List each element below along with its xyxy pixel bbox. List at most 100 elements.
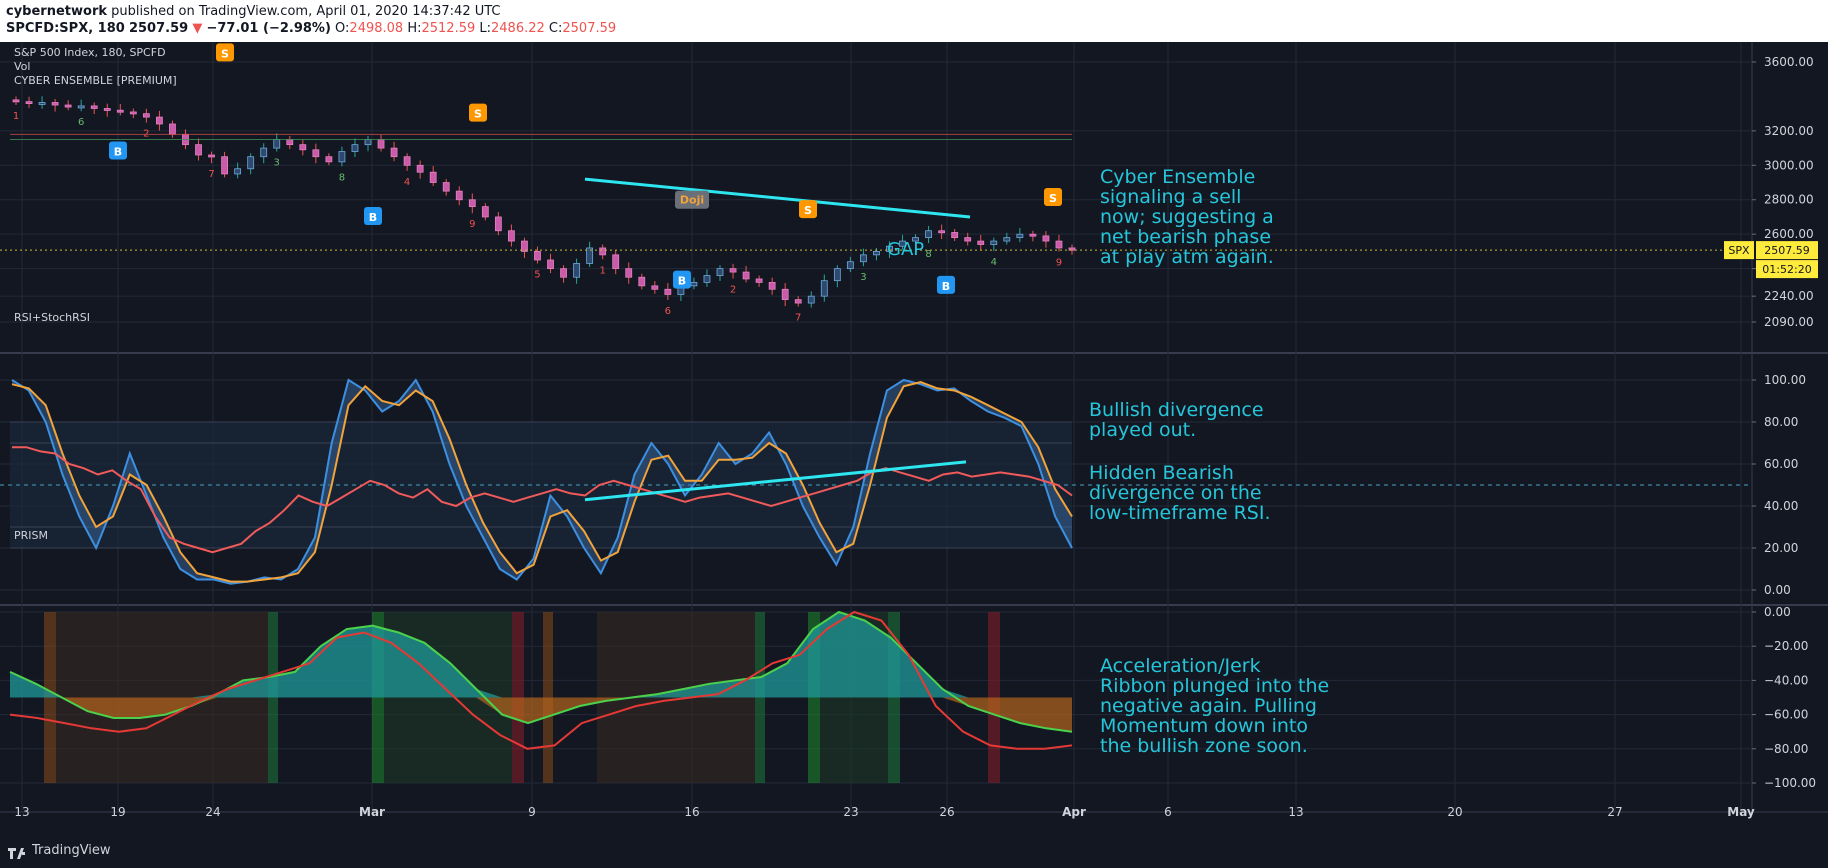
annotation-line: net bearish phase [1100,226,1271,248]
candle [1029,233,1037,237]
annotation-line: Ribbon plunged into the [1100,675,1329,697]
candle [716,268,724,276]
candle [846,261,854,270]
count-marker: 8 [925,249,931,260]
annotation-line: the bullish zone soon. [1100,735,1308,757]
candle [833,268,841,282]
annotation-line: Acceleration/Jerk [1100,655,1261,677]
candle [364,139,372,146]
candle [403,156,411,166]
candle [221,156,228,175]
rsi-divergence-line [584,460,967,502]
y-axis-label: 2600.00 [1764,227,1814,241]
candle [103,108,111,111]
count-marker: 1 [599,265,605,276]
open-value: 2498.08 [349,21,404,36]
sell-signal[interactable]: S [1044,188,1062,207]
candle [664,288,672,295]
x-axis-label: 23 [843,805,858,819]
brand-label[interactable]: TradingView [32,843,111,858]
candle [807,295,815,304]
price-pane-title: S&P 500 Index, 180, SPCFD [14,46,166,59]
candle [899,240,906,247]
buy-signal[interactable]: B [673,270,691,289]
buy-signal[interactable]: B [937,275,955,294]
annotation-line: divergence on the [1089,482,1262,504]
count-marker: 4 [404,177,410,188]
signal-badge[interactable] [469,103,487,122]
candle [573,263,580,278]
author-name[interactable]: cybernetwork [6,4,107,19]
signal-letter: S [804,204,812,217]
candle [129,111,137,115]
price-tag: SPX 2507.59 01:52:20 [1724,241,1818,279]
signal-letter: B [678,275,686,288]
y-axis-label: 3000.00 [1764,158,1814,172]
buy-signal[interactable]: B [364,206,382,225]
candle [208,154,215,158]
count-marker: 9 [469,219,475,230]
candle [768,281,776,290]
candle [286,139,294,146]
count-marker: 2 [730,285,736,296]
signal-badge[interactable] [1044,188,1062,207]
candle [195,144,202,156]
signal-badge[interactable] [364,206,382,225]
count-marker: 6 [78,117,84,128]
signal-letter: S [1049,192,1057,205]
y-axis-label: 2800.00 [1764,193,1814,207]
candle [1055,240,1063,249]
sell-signal[interactable]: S [469,103,487,122]
candle [416,164,424,173]
sell-signal[interactable]: S [799,200,817,219]
candle [299,144,307,151]
signal-letter: B [942,280,950,293]
candle [25,101,33,105]
candle [547,259,554,270]
candle [1003,237,1011,242]
open-label: O: [335,21,350,36]
annotation-line: played out. [1089,419,1196,441]
x-axis-label: 6 [1164,805,1172,819]
candle [820,280,828,297]
signal-badge[interactable] [673,270,691,289]
buy-signal[interactable]: B [109,141,127,160]
x-axis-label: 16 [684,805,699,819]
candle [560,268,567,278]
sell-signal[interactable]: S [216,43,234,62]
symbol-label: SPCFD:SPX, 180 [6,21,125,36]
candle [755,278,763,283]
price-tag-symbol: SPX [1728,244,1750,257]
stoch-d-line [11,381,1073,583]
prism-annotation: Acceleration/Jerk Ribbon plunged into the… [1100,655,1329,757]
tradingview-logo-icon[interactable] [8,846,28,860]
down-arrow-icon: ▼ [192,21,203,36]
signal-badge[interactable] [216,43,234,62]
count-marker: 7 [208,169,214,180]
rsi-pane[interactable] [0,378,1752,585]
annotation-line: Bullish divergence [1089,399,1264,421]
signal-badge[interactable] [799,200,817,219]
x-axis-label: 27 [1607,805,1622,819]
count-marker: 1 [13,111,19,122]
candle [625,268,633,278]
y-axis-label: 80.00 [1764,415,1798,429]
candle [260,147,268,158]
annotation-line: negative again. Pulling [1100,695,1317,717]
signal-letter: S [474,108,482,121]
annotation-line: now; suggesting a [1100,206,1274,228]
signal-badge[interactable] [109,141,127,160]
prism-pane-title: PRISM [14,529,48,542]
candle [494,216,502,232]
count-marker: 5 [534,269,540,280]
gap-label: GAP [887,239,924,260]
candle [312,149,320,158]
prism-pane[interactable] [9,610,1073,783]
y-axis-label: −40.00 [1764,673,1808,687]
x-axis-label: 13 [1288,805,1303,819]
signal-badge[interactable] [937,275,955,294]
candle [1016,233,1024,239]
candle [534,251,541,261]
